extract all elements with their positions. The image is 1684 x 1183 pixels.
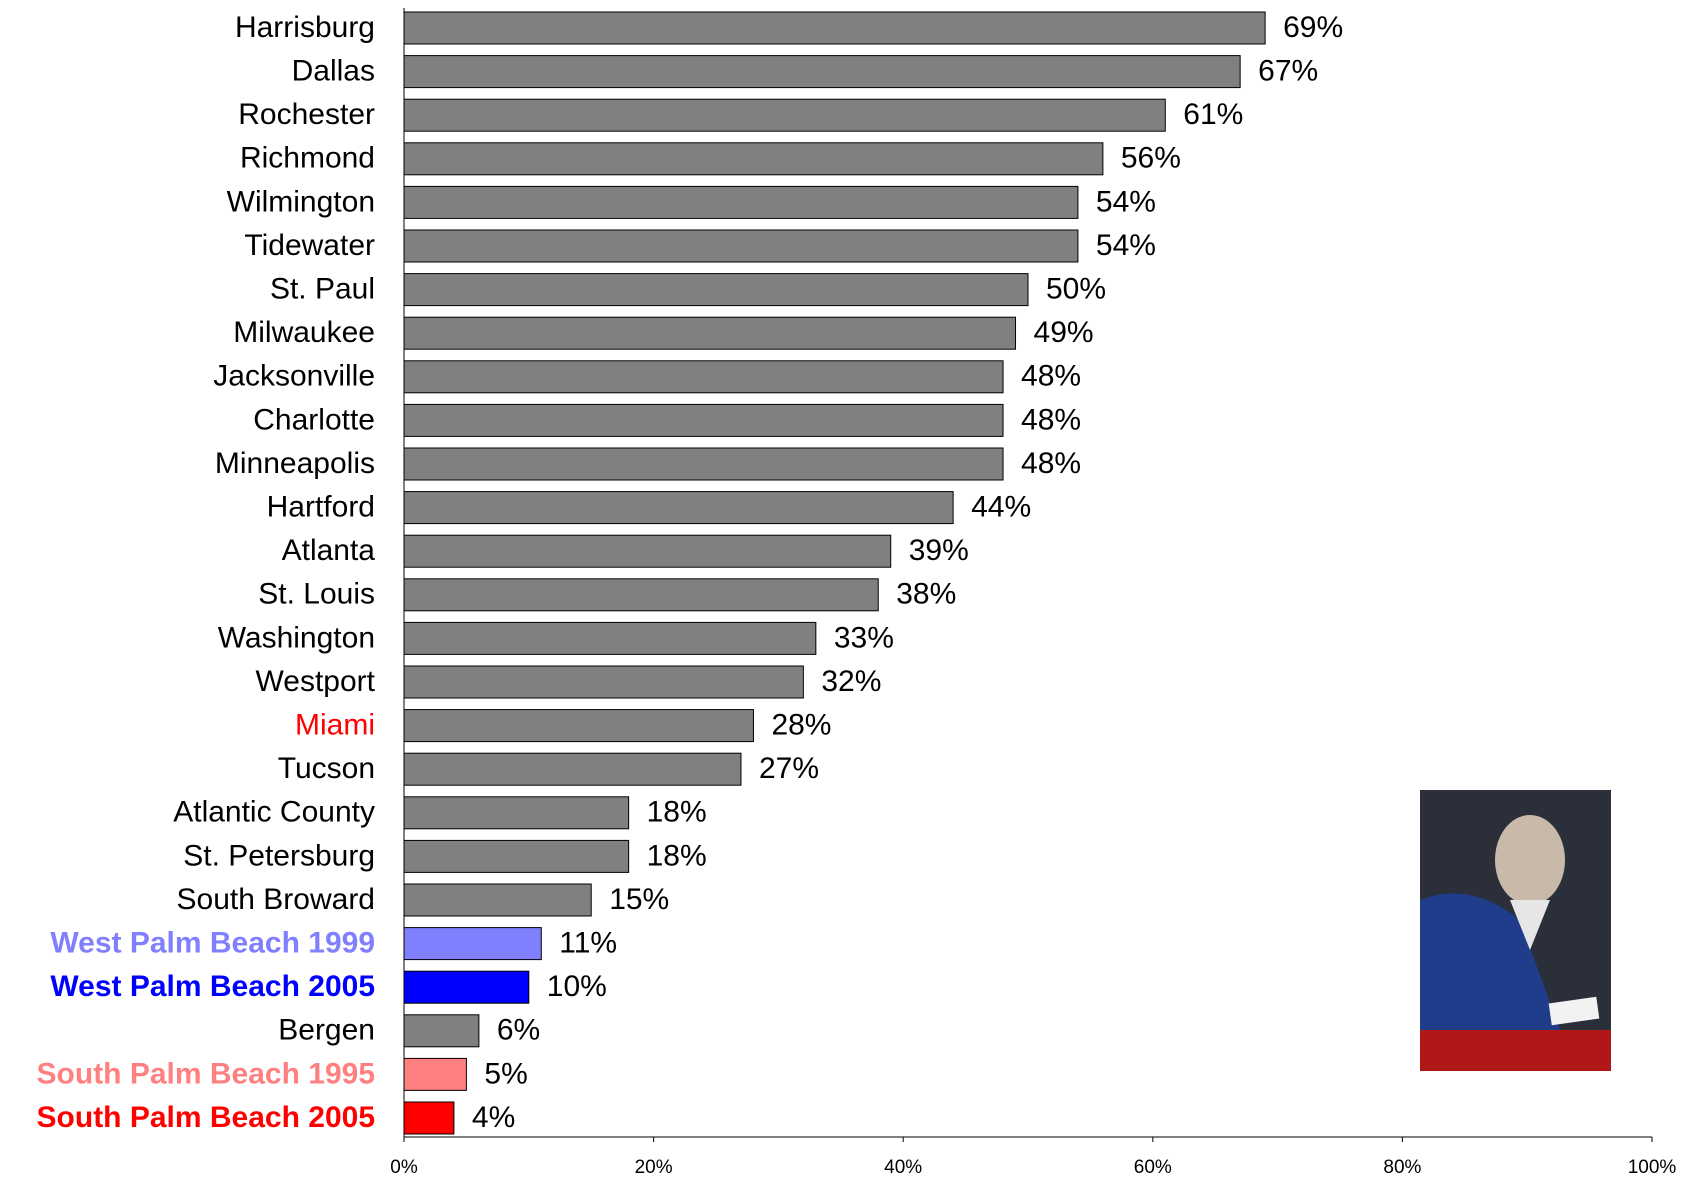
- value-label: 44%: [971, 491, 1031, 524]
- x-tick-label: 20%: [635, 1157, 673, 1178]
- bar: [404, 12, 1265, 44]
- value-label: 38%: [896, 578, 956, 611]
- value-label: 32%: [821, 665, 881, 698]
- bar: [404, 404, 1003, 436]
- x-tick-label: 80%: [1383, 1157, 1421, 1178]
- value-label: 48%: [1021, 360, 1081, 393]
- value-label: 5%: [484, 1057, 527, 1090]
- category-label: Westport: [256, 665, 376, 698]
- bar: [404, 99, 1165, 131]
- bar: [404, 56, 1240, 88]
- value-label: 56%: [1121, 142, 1181, 175]
- value-label: 54%: [1096, 229, 1156, 262]
- category-label: Jacksonville: [213, 360, 375, 393]
- category-label: South Palm Beach 2005: [37, 1101, 375, 1134]
- value-label: 61%: [1183, 98, 1243, 131]
- value-label: 48%: [1021, 403, 1081, 436]
- category-label: Charlotte: [253, 403, 375, 436]
- category-label: South Palm Beach 1995: [37, 1057, 375, 1090]
- bar: [404, 622, 816, 654]
- value-label: 10%: [547, 970, 607, 1003]
- value-label: 15%: [609, 883, 669, 916]
- bar: [404, 797, 629, 829]
- chart: 0% 20% 40% 60% 80% 100% Harrisburg 69% Dallas 67%…: [0, 0, 1684, 1183]
- category-label: Tidewater: [244, 229, 375, 262]
- category-label: St. Louis: [258, 578, 375, 611]
- category-label: Bergen: [278, 1014, 375, 1047]
- value-label: 11%: [559, 927, 617, 960]
- value-label: 50%: [1046, 273, 1106, 306]
- bar: [404, 143, 1103, 175]
- bar: [404, 230, 1078, 262]
- photo: [1420, 790, 1611, 1071]
- value-label: 18%: [647, 839, 707, 872]
- bar: [404, 971, 529, 1003]
- category-label: Milwaukee: [233, 316, 375, 349]
- category-label: South Broward: [177, 883, 375, 916]
- bar: [404, 186, 1078, 218]
- value-label: 48%: [1021, 447, 1081, 480]
- value-label: 33%: [834, 621, 894, 654]
- category-label: Richmond: [240, 142, 375, 175]
- photo-table: [1420, 1030, 1611, 1071]
- bar: [404, 710, 753, 742]
- category-label: Tucson: [278, 752, 375, 785]
- category-label: Atlanta: [282, 534, 376, 567]
- bar: [404, 840, 629, 872]
- bar: [404, 274, 1028, 306]
- bar: [404, 448, 1003, 480]
- value-label: 6%: [497, 1014, 540, 1047]
- category-label: Rochester: [238, 98, 375, 131]
- value-label: 49%: [1034, 316, 1094, 349]
- x-tick-label: 60%: [1134, 1157, 1172, 1178]
- category-label: Washington: [218, 621, 375, 654]
- bar: [404, 317, 1016, 349]
- value-label: 69%: [1283, 11, 1343, 44]
- value-label: 39%: [909, 534, 969, 567]
- value-label: 27%: [759, 752, 819, 785]
- category-label: West Palm Beach 2005: [50, 970, 375, 1003]
- bar: [404, 1015, 479, 1047]
- photo-head: [1495, 815, 1565, 905]
- category-label: Minneapolis: [215, 447, 375, 480]
- category-label: West Palm Beach 1999: [50, 927, 375, 960]
- x-tick-label: 0%: [390, 1157, 418, 1178]
- value-label: 67%: [1258, 55, 1318, 88]
- bar: [404, 535, 891, 567]
- bar: [404, 753, 741, 785]
- category-label: St. Petersburg: [183, 839, 375, 872]
- category-label: Atlantic County: [173, 796, 375, 829]
- value-label: 54%: [1096, 185, 1156, 218]
- x-tick-label: 100%: [1628, 1157, 1677, 1178]
- category-label: Wilmington: [227, 185, 375, 218]
- bar: [404, 666, 803, 698]
- category-label: St. Paul: [270, 273, 375, 306]
- value-label: 18%: [647, 796, 707, 829]
- bar: [404, 1058, 466, 1090]
- value-label: 4%: [472, 1101, 515, 1134]
- x-tick-label: 40%: [884, 1157, 922, 1178]
- category-label: Hartford: [267, 491, 375, 524]
- bar: [404, 1102, 454, 1134]
- bar: [404, 492, 953, 524]
- bar: [404, 884, 591, 916]
- bar: [404, 579, 878, 611]
- bar: [404, 928, 541, 960]
- category-label: Dallas: [292, 55, 375, 88]
- bar: [404, 361, 1003, 393]
- category-label: Harrisburg: [235, 11, 375, 44]
- category-label: Miami: [295, 709, 375, 742]
- value-label: 28%: [771, 709, 831, 742]
